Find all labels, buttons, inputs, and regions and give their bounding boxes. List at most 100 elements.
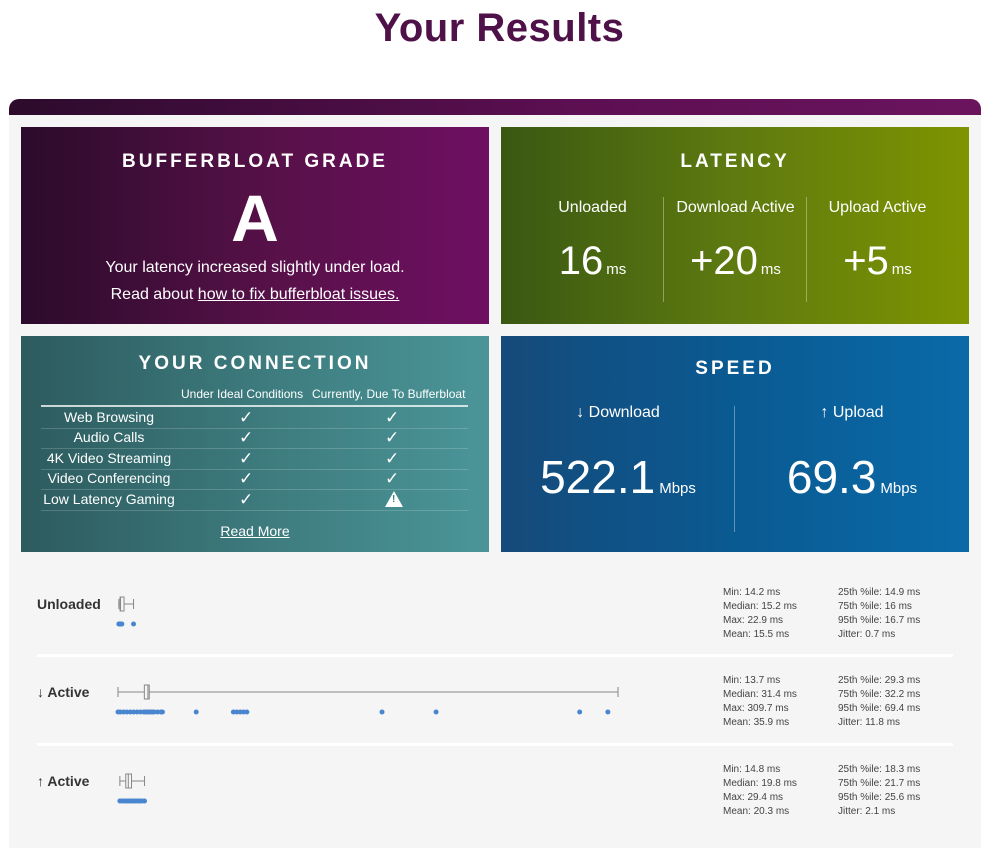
stat-line: 75th %ile: 16 ms	[838, 601, 912, 612]
iqr-box	[119, 596, 125, 612]
stat-line: Mean: 20.3 ms	[723, 806, 790, 817]
stat-line: Mean: 35.9 ms	[723, 717, 790, 728]
upload-value: 69.3	[786, 451, 877, 503]
stat-line: 25th %ile: 14.9 ms	[838, 587, 921, 598]
speed-heading: SPEED	[695, 358, 775, 379]
latency-row-divider	[37, 654, 953, 657]
latency-divider	[806, 197, 807, 302]
stat-line: 75th %ile: 21.7 ms	[838, 778, 921, 789]
grade-letter: A	[231, 181, 279, 255]
latency-unloaded: Unloaded 16 ms	[521, 197, 664, 303]
connection-row: Web Browsing ✓ ✓	[41, 408, 468, 429]
stat-line: 25th %ile: 18.3 ms	[838, 764, 921, 775]
sample-point	[142, 798, 148, 804]
upload-unit: Mbps	[880, 480, 918, 497]
latency-row-label: ↓ Active	[37, 684, 90, 700]
sample-point	[433, 709, 439, 715]
bufferbloat-grade-card: BUFFERBLOAT GRADE A Your latency increas…	[21, 127, 489, 324]
latency-download-unit: ms	[760, 261, 781, 278]
sample-point	[131, 621, 137, 627]
stat-line: Jitter: 11.8 ms	[838, 717, 901, 728]
sample-point	[244, 709, 250, 715]
latency-unloaded-unit: ms	[606, 261, 627, 278]
stat-line: Min: 13.7 ms	[723, 675, 781, 686]
connection-col-current: Currently, Due To Bufferbloat	[312, 387, 466, 401]
ideal-check-icon: ✓	[239, 469, 254, 488]
stat-line: 25th %ile: 29.3 ms	[838, 675, 921, 686]
sample-point	[577, 709, 583, 715]
speed-upload: ↑ Upload 69.3 Mbps	[735, 404, 969, 504]
stat-line: Median: 19.8 ms	[723, 778, 797, 789]
stat-line: 95th %ile: 69.4 ms	[838, 703, 921, 714]
download-label: ↓ Download	[576, 404, 660, 421]
stat-line: Min: 14.8 ms	[723, 764, 781, 775]
ideal-check-icon: ✓	[239, 449, 254, 468]
latency-stats-right: 25th %ile: 29.3 ms 75th %ile: 32.2 ms 95th…	[838, 674, 920, 730]
fix-bufferbloat-link[interactable]: how to fix bufferbloat issues.	[197, 286, 400, 303]
ideal-check-icon: ✓	[239, 408, 254, 427]
latency-upload-active: Upload Active +5 ms	[806, 197, 949, 303]
latency-row-label: Unloaded	[37, 596, 101, 612]
latency-stats-left: Min: 14.2 ms Median: 15.2 ms Max: 22.9 ms M…	[723, 586, 797, 642]
connection-col-ideal: Under Ideal Conditions	[181, 387, 304, 401]
sample-point	[605, 709, 611, 715]
latency-upload-label: Upload Active	[828, 199, 927, 216]
latency-download-label: Download Active	[676, 199, 795, 216]
results-top-bar	[9, 99, 981, 117]
connection-row: Audio Calls ✓ ✓	[41, 428, 468, 449]
speed-divider	[734, 406, 735, 532]
connection-card: YOUR CONNECTION Under Ideal Conditions C…	[21, 336, 489, 552]
latency-card: LATENCY Unloaded 16 ms Download Active +2…	[501, 127, 969, 324]
stat-line: 75th %ile: 32.2 ms	[838, 689, 921, 700]
grade-description: Your latency increased slightly under lo…	[105, 259, 405, 276]
stat-line: Jitter: 0.7 ms	[838, 629, 896, 640]
stat-line: Min: 14.2 ms	[723, 587, 781, 598]
download-value: 522.1	[540, 451, 656, 503]
stat-line: Max: 29.4 ms	[723, 792, 784, 803]
sample-point	[193, 709, 199, 715]
grade-fix-prefix: Read about	[110, 286, 198, 303]
connection-row-name: 4K Video Streaming	[46, 450, 172, 466]
read-more-link[interactable]: Read More	[220, 523, 290, 539]
connection-row-name: Web Browsing	[63, 409, 154, 425]
latency-row-label: ↑ Active	[37, 773, 90, 789]
current-check-icon: ✓	[385, 469, 400, 488]
page-title: Your Results	[374, 6, 625, 50]
connection-header-rule	[41, 405, 468, 407]
speed-download: ↓ Download 522.1 Mbps	[501, 404, 735, 504]
connection-row: 4K Video Streaming ✓ ✓	[41, 449, 468, 470]
current-check-icon: ✓	[385, 428, 400, 447]
current-check-icon: ✓	[385, 449, 400, 468]
speed-card: SPEED ↓ Download 522.1 Mbps ↑ Upload 69.3…	[501, 336, 969, 552]
latency-unloaded-value: 16	[558, 239, 604, 283]
download-unit: Mbps	[659, 480, 696, 497]
stat-line: Max: 22.9 ms	[723, 615, 784, 626]
latency-box-plot	[117, 773, 148, 804]
sample-point	[379, 709, 385, 715]
sample-point	[159, 709, 165, 715]
stat-line: Mean: 15.5 ms	[723, 629, 790, 640]
latency-heading: LATENCY	[680, 151, 790, 172]
stat-line: Jitter: 2.1 ms	[838, 806, 896, 817]
latency-download-value: +20	[690, 239, 758, 283]
latency-upload-value: +5	[843, 239, 889, 283]
latency-stats-left: Min: 13.7 ms Median: 31.4 ms Max: 309.7 ms…	[723, 674, 797, 730]
stat-line: Median: 31.4 ms	[723, 689, 797, 700]
latency-stats-right: 25th %ile: 14.9 ms 75th %ile: 16 ms 95th %…	[838, 586, 920, 642]
connection-row-name: Audio Calls	[73, 429, 145, 445]
warning-icon: !	[385, 490, 403, 509]
sample-point	[119, 621, 125, 627]
latency-download-active: Download Active +20 ms	[664, 197, 807, 303]
connection-row-name: Video Conferencing	[47, 470, 171, 486]
ideal-check-icon: ✓	[239, 490, 254, 509]
connection-heading: YOUR CONNECTION	[138, 353, 372, 374]
stat-line: Max: 309.7 ms	[723, 703, 789, 714]
latency-row-divider	[37, 743, 953, 746]
latency-box-plot	[115, 684, 619, 715]
iqr-box	[143, 684, 150, 700]
latency-unloaded-label: Unloaded	[558, 199, 627, 216]
latency-stats-right: 25th %ile: 18.3 ms 75th %ile: 21.7 ms 95th…	[838, 763, 920, 819]
connection-row-name: Low Latency Gaming	[43, 491, 175, 507]
latency-upload-unit: ms	[891, 261, 912, 278]
stat-line: 95th %ile: 16.7 ms	[838, 615, 921, 626]
